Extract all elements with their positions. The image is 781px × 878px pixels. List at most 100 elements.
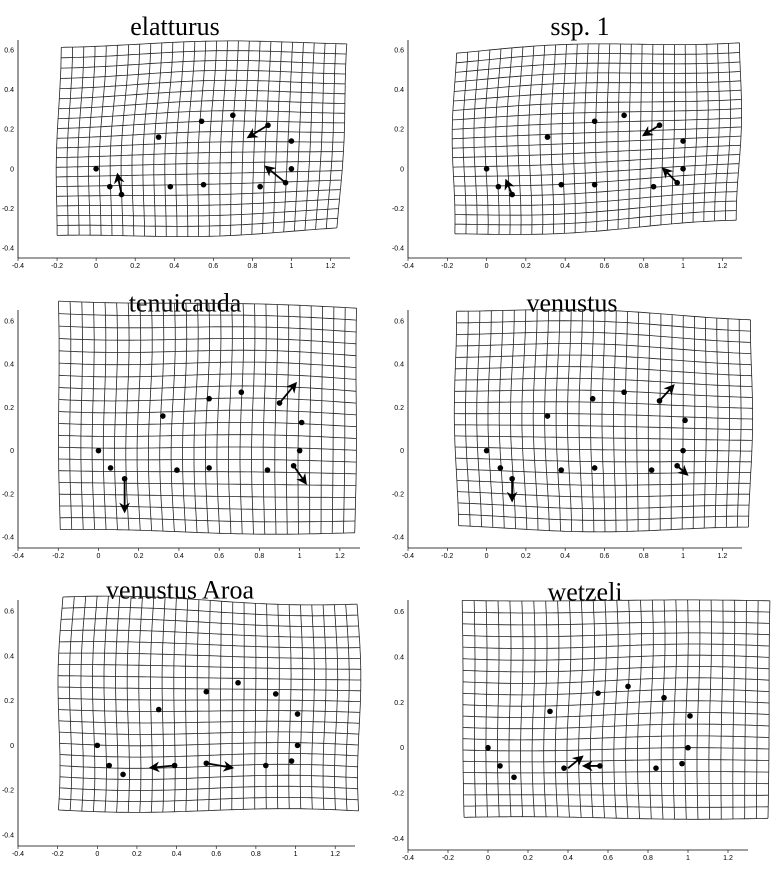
grid-line-vertical xyxy=(325,43,337,229)
grid-line-vertical xyxy=(767,600,771,819)
grid-line-vertical xyxy=(272,41,283,233)
grid-line-vertical xyxy=(120,44,129,236)
x-tick-label: 0.8 xyxy=(255,553,265,560)
grid-line-horizontal xyxy=(456,468,751,474)
landmark-point xyxy=(497,763,503,769)
landmark-point xyxy=(200,181,207,188)
y-tick-label: 0.6 xyxy=(394,47,404,54)
grid-line-vertical xyxy=(613,600,619,819)
x-axis-ticks: -0.4 -0.2 0 0.2 0.4 0.6 0.8 1 1.2 xyxy=(402,263,727,270)
grid-line-vertical xyxy=(720,600,724,820)
grid-line-horizontal xyxy=(454,181,738,196)
landmark-point xyxy=(685,744,691,751)
grid-line-vertical xyxy=(497,600,500,817)
grid-line-vertical xyxy=(508,600,512,817)
grid-line-horizontal xyxy=(456,343,751,354)
grid-line-horizontal xyxy=(62,595,358,606)
grid-line-vertical xyxy=(550,44,556,234)
y-tick-label: 0.2 xyxy=(4,698,14,705)
grid-line-vertical xyxy=(126,596,132,813)
grid-line-horizontal xyxy=(58,458,357,463)
x-tick-label: 1.2 xyxy=(717,263,727,270)
y-tick-label: 0.6 xyxy=(394,609,404,616)
landmark-point xyxy=(682,417,688,424)
grid-line-vertical xyxy=(80,596,87,812)
grid-line-horizontal xyxy=(57,227,337,237)
grid-line-horizontal xyxy=(60,60,346,69)
grid-line-vertical xyxy=(92,596,98,812)
axes xyxy=(407,600,748,853)
y-axis-ticks: 0.6 0.4 0.2 0 -0.2 -0.4 xyxy=(392,318,404,541)
grid-line-horizontal xyxy=(462,677,770,684)
grid-line-vertical xyxy=(288,604,292,809)
landmark-point xyxy=(544,413,551,419)
grid-line-horizontal xyxy=(57,110,345,119)
grid-line-horizontal xyxy=(61,618,359,627)
grid-line-vertical xyxy=(567,309,572,532)
grid-line-vertical xyxy=(555,309,561,532)
x-tick-label: 0.4 xyxy=(560,263,570,270)
grid-line-vertical xyxy=(265,603,268,809)
landmark-point xyxy=(238,389,245,396)
grid-line-horizontal xyxy=(462,666,770,673)
grid-line-vertical xyxy=(601,600,607,818)
panel-elatturus: elatturus -0.4 -0.2 0 0.2 0.4 0.6 0.8 1 … xyxy=(0,0,390,290)
grid-line-vertical xyxy=(539,45,546,235)
displacement-arrow xyxy=(148,761,175,773)
landmark-point xyxy=(174,467,180,473)
grid-line-horizontal xyxy=(58,300,357,309)
landmark-point xyxy=(680,447,686,454)
deformation-grid xyxy=(451,42,742,235)
grid-line-horizontal xyxy=(453,163,740,177)
grid-line-vertical xyxy=(589,600,596,818)
grid-line-horizontal xyxy=(56,170,343,178)
grid-line-vertical xyxy=(227,303,233,534)
grid-line-vertical xyxy=(88,46,96,236)
displacement-arrow xyxy=(278,381,297,404)
y-tick-label: 0 xyxy=(400,745,404,752)
y-tick-label: 0.4 xyxy=(394,87,404,94)
grid-line-vertical xyxy=(725,318,730,528)
grid-line-vertical xyxy=(484,49,491,235)
grid-line-horizontal xyxy=(56,131,345,139)
displacement-vectors xyxy=(113,124,287,195)
grid-line-vertical xyxy=(532,309,539,531)
landmark-point xyxy=(230,112,236,119)
grid-line-vertical xyxy=(69,596,75,811)
grid-line-vertical xyxy=(692,316,696,529)
grid-line-horizontal xyxy=(463,771,769,774)
grid-line-horizontal xyxy=(59,774,358,780)
x-tick-label: 1.2 xyxy=(326,263,336,270)
grid-line-vertical xyxy=(77,46,85,236)
x-tick-label: 0 xyxy=(486,855,490,862)
panel-background xyxy=(390,290,781,580)
y-axis-ticks: 0.6 0.4 0.2 0 -0.2 -0.4 xyxy=(2,47,14,252)
grid-line-vertical xyxy=(681,44,687,224)
grid-line-vertical xyxy=(240,40,250,236)
x-axis-ticks: -0.4 -0.2 0 0.2 0.4 0.6 0.8 1 1.2 xyxy=(12,851,340,858)
grid-line-vertical xyxy=(161,597,166,813)
grid-line-vertical xyxy=(315,43,326,230)
grid-line-vertical xyxy=(473,50,480,235)
landmark-point xyxy=(547,708,553,715)
grid-line-horizontal xyxy=(56,160,343,168)
grid-line-vertical xyxy=(283,42,293,232)
x-tick-label: 0 xyxy=(94,263,98,270)
landmark-point xyxy=(288,166,295,172)
grid-line-horizontal xyxy=(454,377,753,387)
landmark-point xyxy=(653,765,659,771)
panel-title: venustus Aroa xyxy=(106,575,255,604)
landmark-point xyxy=(680,166,686,172)
x-tick-label: 0.8 xyxy=(643,855,653,862)
grid-line-vertical xyxy=(136,303,142,531)
grid-line-horizontal xyxy=(464,816,769,820)
grid-line-horizontal xyxy=(454,71,741,83)
y-axis-ticks: 0.6 0.4 0.2 0 -0.2 -0.4 xyxy=(392,47,404,252)
x-tick-label: -0.2 xyxy=(441,263,453,270)
grid-line-horizontal xyxy=(56,189,341,197)
grid-line-horizontal xyxy=(59,505,356,510)
grid-line-vertical xyxy=(331,306,335,534)
grid-line-horizontal xyxy=(59,361,357,368)
landmark-point xyxy=(95,447,102,454)
x-tick-label: 1 xyxy=(298,553,302,560)
